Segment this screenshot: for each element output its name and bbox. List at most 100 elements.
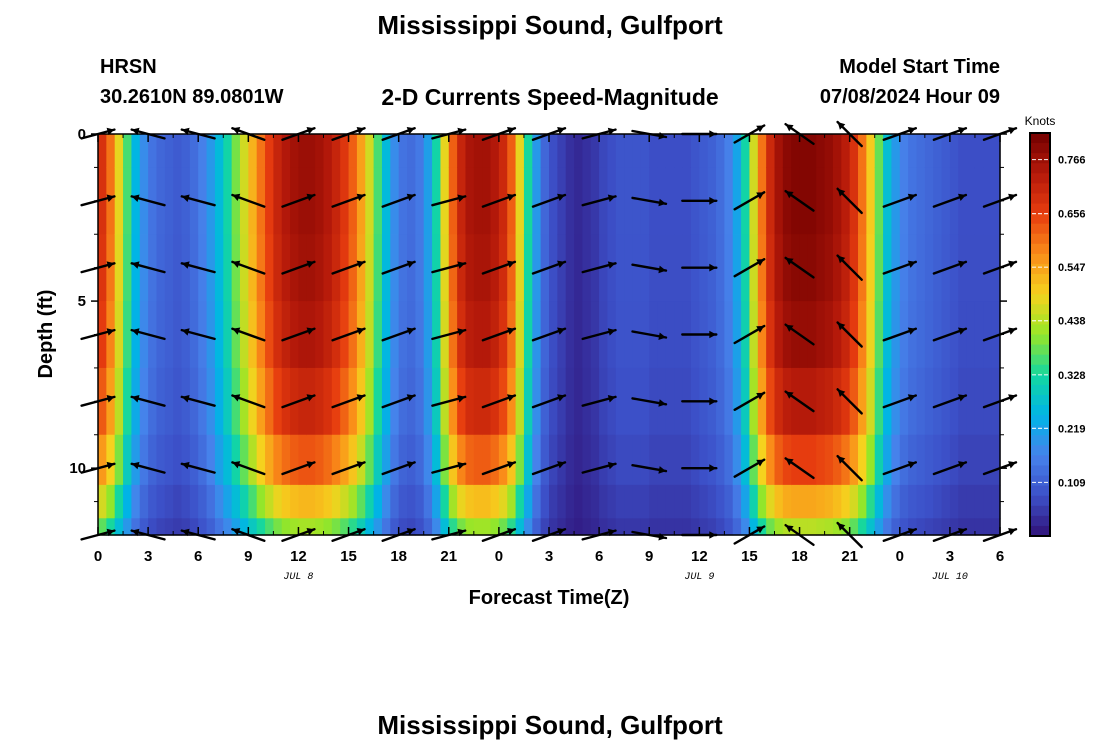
heatmap-cell xyxy=(490,434,500,486)
heatmap-cell xyxy=(615,234,625,302)
current-vector xyxy=(932,193,968,208)
heatmap-cell xyxy=(816,167,826,235)
heatmap-cell xyxy=(106,301,116,369)
heatmap-cell xyxy=(832,367,842,436)
heatmap-cell xyxy=(807,234,817,302)
current-vector xyxy=(481,260,517,275)
heatmap-cell xyxy=(749,484,759,519)
heatmap-cell xyxy=(507,484,517,519)
heatmap-cell xyxy=(590,518,600,536)
heatmap-cell xyxy=(473,167,483,235)
heatmap-cell xyxy=(891,434,901,486)
current-vector xyxy=(281,327,316,342)
heatmap-cell xyxy=(281,234,291,302)
heatmap-cell xyxy=(649,518,659,536)
x-tick-label: 3 xyxy=(545,548,553,565)
heatmap-cell xyxy=(908,367,918,436)
colorbar-segment xyxy=(1030,314,1050,326)
heatmap-cell xyxy=(716,367,725,436)
x-tick-label: 0 xyxy=(896,548,904,565)
heatmap-cell xyxy=(206,434,216,486)
x-tick-label: 12 xyxy=(290,548,307,565)
current-vector xyxy=(631,464,668,474)
heatmap-cell xyxy=(523,484,533,519)
heatmap-cell xyxy=(348,167,358,235)
heatmap-cell xyxy=(415,301,425,369)
current-vector xyxy=(581,395,617,407)
heatmap-cell xyxy=(924,167,934,235)
heatmap-cell xyxy=(599,301,609,369)
vector-head xyxy=(658,265,666,274)
heatmap-cell xyxy=(407,518,416,536)
heatmap-cell xyxy=(98,234,107,302)
vector-head xyxy=(457,194,466,202)
x-tick-label: 18 xyxy=(390,548,407,565)
heatmap-cell xyxy=(365,301,375,369)
heatmap-cell xyxy=(607,484,617,519)
x-tick-label: 21 xyxy=(440,548,457,565)
colorbar-tick-label: 0.766 xyxy=(1058,155,1086,167)
heatmap-cell xyxy=(156,434,166,486)
heatmap-cell xyxy=(323,167,333,235)
heatmap-cell xyxy=(223,167,233,235)
heatmap-cell xyxy=(156,484,166,519)
heatmap-cell xyxy=(674,134,684,169)
colorbar-segment xyxy=(1030,203,1050,215)
heatmap-cell xyxy=(582,484,592,519)
heatmap-cell xyxy=(807,134,817,169)
heatmap-cell xyxy=(231,301,241,369)
y-tick-label: 10 xyxy=(69,460,86,477)
heatmap-cell xyxy=(273,367,283,436)
vector-head xyxy=(837,122,846,130)
vector-head xyxy=(406,127,415,135)
heatmap-cell xyxy=(574,234,584,302)
heatmap-cell xyxy=(724,134,734,169)
vector-head xyxy=(1008,327,1016,335)
heatmap-cell xyxy=(248,484,258,519)
heatmap-cell xyxy=(123,484,133,519)
heatmap-cell xyxy=(757,167,767,235)
vector-head xyxy=(106,395,115,403)
heatmap-cell xyxy=(448,134,458,169)
heatmap-cell xyxy=(98,518,107,536)
heatmap-cell xyxy=(949,434,959,486)
heatmap-cell xyxy=(323,301,333,369)
vector-head xyxy=(557,394,565,402)
colorbar-segment xyxy=(1030,425,1050,436)
heatmap-cell xyxy=(365,167,375,235)
current-vector xyxy=(431,395,467,407)
heatmap-cell xyxy=(741,167,751,235)
heatmap-cell xyxy=(674,434,684,486)
heatmap-cell xyxy=(415,134,425,169)
heatmap-cell xyxy=(649,484,659,519)
heatmap-cell xyxy=(507,167,517,235)
heatmap-cell xyxy=(841,518,851,536)
vector-head xyxy=(356,127,365,135)
heatmap-cell xyxy=(465,167,475,235)
heatmap-cell xyxy=(891,484,901,519)
current-vector xyxy=(681,397,718,406)
colorbar-segment xyxy=(1030,354,1050,366)
heatmap-cell xyxy=(373,234,383,302)
colorbar-segment xyxy=(1030,374,1050,386)
heatmap-cell xyxy=(607,518,617,536)
vector-head xyxy=(958,193,966,201)
heatmap-cell xyxy=(841,484,851,519)
heatmap-cell xyxy=(498,167,508,235)
heatmap-cell xyxy=(866,518,876,536)
heatmap-cell xyxy=(498,367,508,436)
heatmap-cell xyxy=(824,167,834,235)
heatmap-cell xyxy=(782,301,792,369)
vector-head xyxy=(1008,260,1016,268)
heatmap-cell xyxy=(741,484,751,519)
heatmap-cell xyxy=(306,484,316,519)
heatmap-cell xyxy=(348,134,358,169)
heatmap-cell xyxy=(874,301,884,369)
heatmap-cell xyxy=(607,234,617,302)
heatmap-cell xyxy=(331,134,341,169)
vector-head xyxy=(907,461,916,469)
heatmap-cell xyxy=(198,434,208,486)
date-label: JUL 10 xyxy=(932,572,968,583)
heatmap-cell xyxy=(766,484,776,519)
heatmap-cell xyxy=(732,484,742,519)
